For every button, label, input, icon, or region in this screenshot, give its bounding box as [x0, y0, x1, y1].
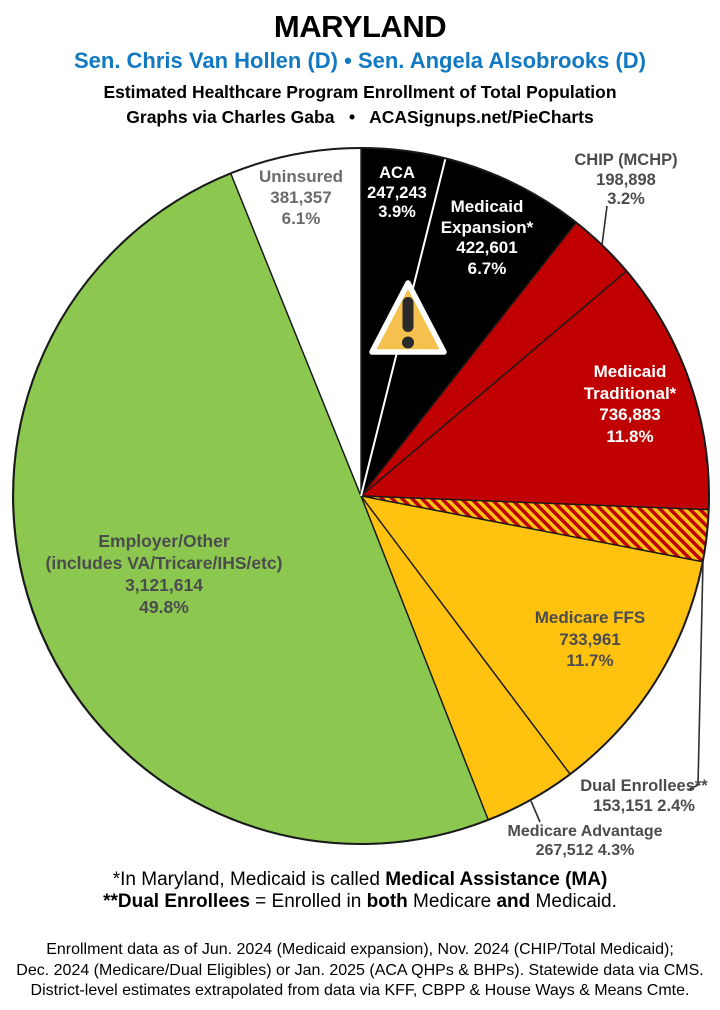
- label-medicaid-expansion: Medicaid Expansion* 422,601 6.7%: [440, 197, 534, 278]
- label-medicare-advantage: Medicare Advantage 267,512 4.3%: [507, 823, 663, 859]
- credit-line: Graphs via Charles Gaba • ACASignups.net…: [126, 107, 594, 127]
- label-dual-enrollees: Dual Enrollees** 153,151 2.4%: [580, 777, 708, 815]
- source-line: Enrollment data as of Jun. 2024 (Medicai…: [46, 941, 674, 958]
- label-medicare-ffs: Medicare FFS 733,961 11.7%: [534, 608, 646, 670]
- label-aca: ACA 247,243 3.9%: [367, 164, 427, 221]
- footnote-dual-enrollees: **Dual Enrollees = Enrolled in both Medi…: [103, 891, 617, 912]
- label-medicaid-traditional: Medicaid Traditional* 736,883 11.8%: [583, 362, 677, 446]
- label-chip: CHIP (MCHP) 198,898 3.2%: [574, 151, 678, 208]
- pie-outline: [12, 147, 710, 845]
- footnote-medicaid-name: *In Maryland, Medicaid is called Medical…: [112, 869, 608, 890]
- source-line: Dec. 2024 (Medicare/Dual Eligibles) or J…: [16, 961, 704, 979]
- medicare-advantage-leader-line: [530, 800, 541, 823]
- source-note: Enrollment data as of Jun. 2024 (Medicai…: [0, 940, 720, 1002]
- label-uninsured: Uninsured 381,357 6.1%: [258, 167, 344, 228]
- page-title: MARYLAND: [273, 9, 447, 44]
- warning-icon: [369, 280, 447, 355]
- dual-enrollees-leader-line: [687, 560, 704, 791]
- label-employer-other: Employer/Other (includes VA/Tricare/IHS/…: [45, 531, 283, 617]
- pie-slices-group: [12, 147, 710, 845]
- chart-subtitle: Estimated Healthcare Program Enrollment …: [103, 82, 617, 102]
- chip-leader-line: [601, 205, 608, 246]
- source-line: District-level estimates extrapolated fr…: [30, 982, 690, 999]
- senators-line: Sen. Chris Van Hollen (D) • Sen. Angela …: [73, 48, 647, 73]
